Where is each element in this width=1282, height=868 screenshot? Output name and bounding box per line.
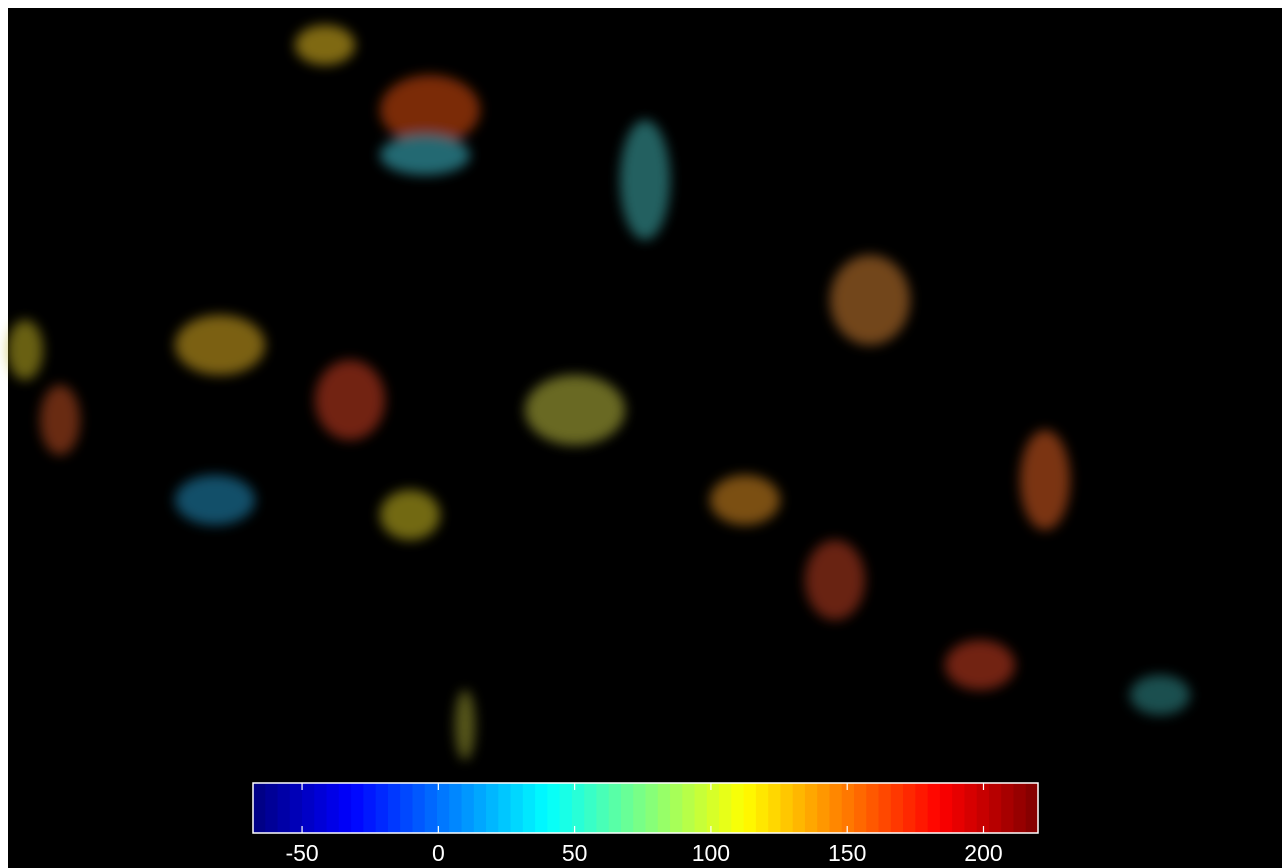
colorbar-cell bbox=[1001, 783, 1014, 833]
colorbar-cell bbox=[658, 783, 671, 833]
colorbar-cell bbox=[793, 783, 806, 833]
colorbar-cell bbox=[915, 783, 928, 833]
image-blob bbox=[1130, 675, 1190, 715]
colorbar-cell bbox=[363, 783, 376, 833]
colorbar-cell bbox=[1026, 783, 1039, 833]
colorbar-cell bbox=[768, 783, 781, 833]
colorbar-cell bbox=[584, 783, 597, 833]
colorbar-cell bbox=[314, 783, 327, 833]
colorbar-cell bbox=[437, 783, 450, 833]
colorbar-cell bbox=[400, 783, 413, 833]
tick-label: -50 bbox=[285, 840, 318, 866]
image-blob bbox=[525, 375, 625, 445]
colorbar-cell bbox=[560, 783, 573, 833]
colorbar-cell bbox=[670, 783, 683, 833]
colorbar-cell bbox=[695, 783, 708, 833]
image-blob bbox=[805, 540, 865, 620]
colorbar-cell bbox=[805, 783, 818, 833]
colorbar-cell bbox=[829, 783, 842, 833]
image-blob bbox=[945, 640, 1015, 690]
colorbar-cell bbox=[879, 783, 892, 833]
image-blob bbox=[315, 360, 385, 440]
tick-label: 200 bbox=[964, 840, 1002, 866]
colorbar-cell bbox=[351, 783, 364, 833]
page: -50050100150200 (() => { const data = JS… bbox=[0, 0, 1282, 868]
colorbar-cell bbox=[535, 783, 548, 833]
colorbar-cell bbox=[854, 783, 867, 833]
colorbar-cell bbox=[511, 783, 524, 833]
colorbar-cell bbox=[388, 783, 401, 833]
colorbar-cell bbox=[952, 783, 965, 833]
tick-label: 100 bbox=[692, 840, 730, 866]
colorbar-cell bbox=[707, 783, 720, 833]
image-blob bbox=[830, 255, 910, 345]
colorbar-cell bbox=[547, 783, 560, 833]
colorbar-cell bbox=[412, 783, 425, 833]
image-blob bbox=[455, 690, 475, 760]
image-blob bbox=[380, 75, 480, 145]
colorbar-cell bbox=[633, 783, 646, 833]
colorbar-cell bbox=[278, 783, 291, 833]
colorbar-cell bbox=[486, 783, 499, 833]
colorbar-cell bbox=[928, 783, 941, 833]
image-blob bbox=[40, 385, 80, 455]
colorbar-cell bbox=[756, 783, 769, 833]
colorbar-cell bbox=[609, 783, 622, 833]
colorbar-cell bbox=[891, 783, 904, 833]
image-blob bbox=[7, 320, 43, 380]
tick-label: 0 bbox=[432, 840, 445, 866]
colorbar-cell bbox=[265, 783, 278, 833]
colorbar-cell bbox=[989, 783, 1002, 833]
colorbar-cell bbox=[719, 783, 732, 833]
colorbar-cell bbox=[449, 783, 462, 833]
image-blob bbox=[380, 490, 440, 540]
image-blob bbox=[620, 120, 670, 240]
colorbar-cell bbox=[780, 783, 793, 833]
chart: -50 0 50 100 150 200 bbox=[0, 0, 1282, 868]
colorbar-cell bbox=[523, 783, 536, 833]
image-blob bbox=[710, 475, 780, 525]
colorbar-cell bbox=[744, 783, 757, 833]
colorbar-cell bbox=[376, 783, 389, 833]
colorbar-cell bbox=[425, 783, 438, 833]
colorbar-cell bbox=[646, 783, 659, 833]
colorbar-cell bbox=[290, 783, 303, 833]
colorbar-cell bbox=[253, 783, 266, 833]
colorbar-cell bbox=[903, 783, 916, 833]
colorbar-cell bbox=[327, 783, 340, 833]
colorbar-cell bbox=[866, 783, 879, 833]
colorbar-cell bbox=[940, 783, 953, 833]
colorbar-cell bbox=[731, 783, 744, 833]
colorbar-cell bbox=[596, 783, 609, 833]
colorbar-cell bbox=[977, 783, 990, 833]
colorbar-cell bbox=[621, 783, 634, 833]
colorbar-cell bbox=[964, 783, 977, 833]
colorbar-cell bbox=[462, 783, 475, 833]
image-blob bbox=[1020, 430, 1070, 530]
colorbar-cell bbox=[842, 783, 855, 833]
colorbar-cell bbox=[682, 783, 695, 833]
colorbar-cell bbox=[302, 783, 315, 833]
tick-label: 150 bbox=[828, 840, 866, 866]
image-blob bbox=[175, 315, 265, 375]
image-blob bbox=[175, 475, 255, 525]
tick-label: 50 bbox=[562, 840, 588, 866]
colorbar-cell bbox=[339, 783, 352, 833]
colorbar-cell bbox=[1013, 783, 1026, 833]
colorbar-cell bbox=[817, 783, 830, 833]
colorbar-cell bbox=[498, 783, 511, 833]
image-blob bbox=[295, 25, 355, 65]
image-blob bbox=[380, 135, 470, 175]
colorbar-cell bbox=[474, 783, 487, 833]
colorbar-cell bbox=[572, 783, 585, 833]
